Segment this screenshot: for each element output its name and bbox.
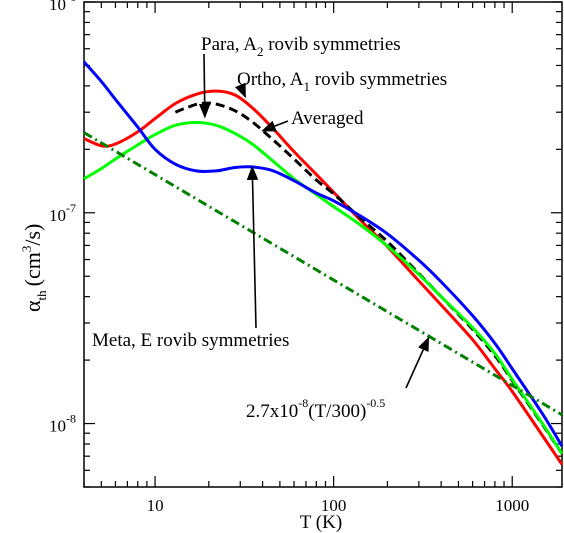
y-axis-title: αth(cm3/s) (19, 224, 49, 312)
annotation-fit: 2.7x10-8(T/300)-0.5 (246, 396, 385, 422)
annotation-averaged: Averaged (291, 108, 364, 129)
x-axis-title: T (K) (300, 512, 342, 533)
plot-frame (83, 1, 563, 488)
annotation-arrow-meta (246, 165, 259, 329)
annotation-arrow-ortho (234, 82, 247, 99)
y-tick-label: 10-6 (49, 0, 76, 14)
annotation-arrow-para (198, 53, 211, 119)
x-tick-label: 10 (147, 496, 164, 515)
annotation-para: Para, A2 rovib symmetries (201, 34, 401, 59)
annotation-ortho: Ortho, A1 rovib symmetries (237, 69, 447, 94)
annotation-arrows (198, 53, 430, 389)
y-tick-label: 10-7 (49, 201, 76, 225)
text-labels: 10 100 1000 10-8 10-7 10-6 T (K) αth(cm3/s) Para… (19, 0, 529, 533)
annotation-meta: Meta, E rovib symmetries (92, 330, 289, 351)
series-para-line (83, 121, 564, 455)
annotation-arrow-averaged (261, 120, 289, 132)
y-tick-label: 10-8 (49, 412, 76, 436)
x-tick-label: 1000 (495, 496, 529, 515)
series-meta-line (82, 60, 564, 448)
x-tick-label: 100 (321, 496, 347, 515)
series-group (82, 60, 564, 466)
axis-ticks (83, 1, 562, 488)
series-ortho-line (83, 89, 564, 466)
series-fit-line (83, 131, 563, 417)
annotation-arrow-fit (405, 336, 430, 389)
